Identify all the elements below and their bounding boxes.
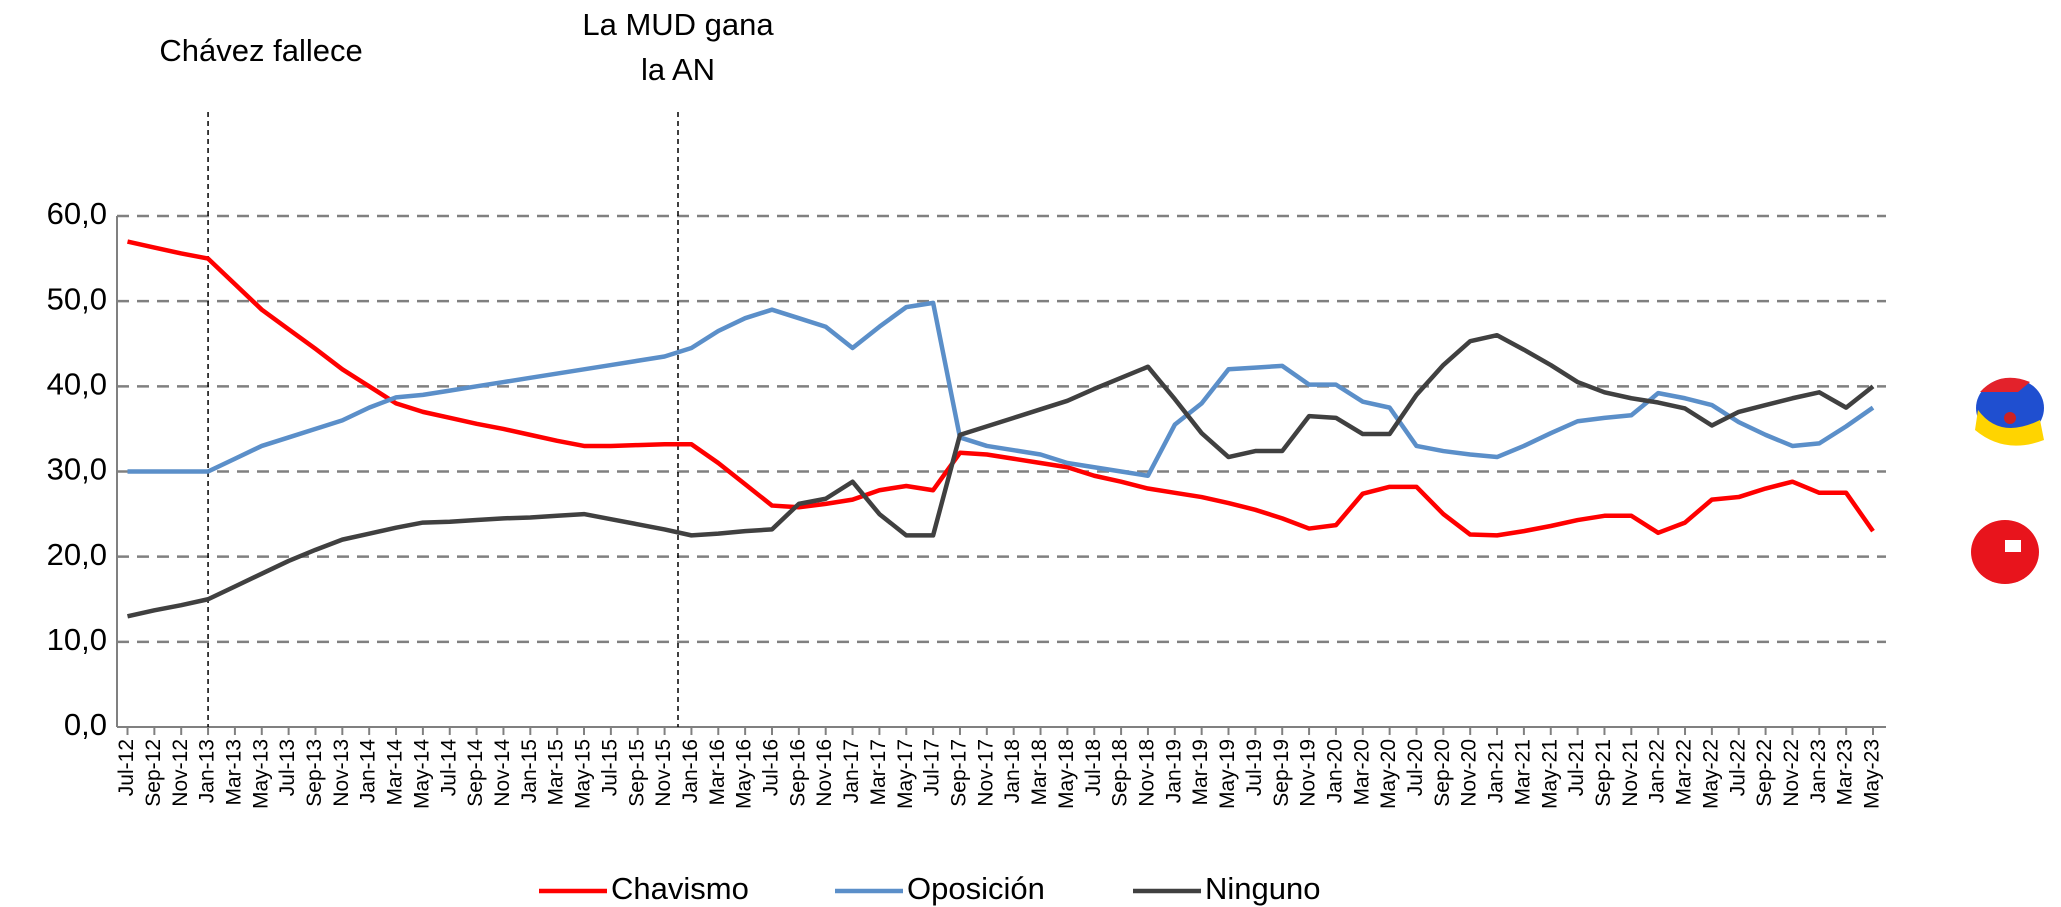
- x-tick-label: Sep-19: [1270, 739, 1293, 807]
- x-tick-label: Sep-17: [948, 739, 971, 807]
- x-tick-label: Sep-14: [464, 739, 487, 807]
- x-tick-label: Jul-17: [921, 739, 944, 796]
- x-tick-label: Jan-13: [196, 739, 219, 803]
- series-line: [127, 239, 1875, 538]
- y-tick-label: 20,0: [47, 537, 107, 572]
- x-tick-label: Sep-12: [142, 739, 165, 807]
- legend-label: Oposición: [907, 871, 1045, 906]
- x-tick-label: Mar-15: [545, 739, 568, 806]
- x-tick-label: Mar-17: [867, 739, 890, 806]
- x-tick-label: May-13: [249, 739, 272, 809]
- x-tick-label: Jan-22: [1646, 739, 1669, 803]
- x-tick-label: Mar-20: [1350, 739, 1373, 806]
- x-tick-label: May-19: [1216, 739, 1239, 809]
- x-tick-label: Mar-16: [706, 739, 729, 806]
- y-tick-label: 10,0: [47, 622, 107, 657]
- x-tick-label: May-22: [1699, 739, 1722, 809]
- x-tick-label: Jul-20: [1404, 739, 1427, 796]
- x-tick-label: Nov-16: [813, 739, 836, 807]
- series-line: [127, 332, 1875, 619]
- x-tick-label: Mar-19: [1189, 739, 1212, 806]
- x-tick-label: Jul-13: [276, 739, 299, 796]
- x-tick-label: May-21: [1538, 739, 1561, 809]
- x-tick-label: Nov-18: [1135, 739, 1158, 807]
- x-tick-label: Jul-16: [760, 739, 783, 796]
- x-tick-label: Jul-21: [1565, 739, 1588, 796]
- x-tick-label: Jan-17: [840, 739, 863, 803]
- x-tick-label: May-20: [1377, 739, 1400, 809]
- x-tick-label: Sep-18: [1109, 739, 1132, 807]
- x-tick-label: Sep-16: [786, 739, 809, 807]
- opposition-cap: [1975, 377, 2044, 446]
- x-tick-label: Jul-12: [115, 739, 138, 796]
- legend-label: Ninguno: [1205, 871, 1320, 906]
- x-tick-label: Jan-19: [1162, 739, 1185, 803]
- event-label: La MUD gana: [582, 7, 774, 42]
- x-tick-label: May-16: [733, 739, 756, 809]
- y-tick-label: 60,0: [47, 196, 107, 231]
- x-tick-label: Nov-20: [1458, 739, 1481, 807]
- event-label: la AN: [641, 52, 715, 87]
- x-tick-label: Mar-13: [222, 739, 245, 806]
- x-tick-label: Mar-14: [384, 739, 407, 806]
- x-tick-label: Jul-19: [1243, 739, 1266, 796]
- x-tick-label: Mar-18: [1028, 739, 1051, 806]
- x-tick-label: May-23: [1861, 739, 1884, 809]
- x-tick-label: Sep-15: [625, 739, 648, 807]
- x-tick-label: Jan-14: [357, 739, 380, 804]
- x-tick-label: Nov-17: [974, 739, 997, 807]
- x-tick-label: May-14: [410, 739, 433, 809]
- x-tick-label: Jul-15: [598, 739, 621, 796]
- x-tick-label: Jul-14: [437, 739, 460, 797]
- x-tick-label: Jul-22: [1726, 739, 1749, 796]
- x-tick-label: Sep-22: [1753, 739, 1776, 807]
- x-tick-label: Mar-21: [1511, 739, 1534, 806]
- x-tick-label: Nov-19: [1297, 739, 1320, 807]
- x-tick-label: Jan-15: [518, 739, 541, 803]
- x-tick-label: Jan-18: [1001, 739, 1024, 803]
- y-tick-label: 0,0: [64, 707, 107, 742]
- event-label: Chávez fallece: [159, 33, 362, 68]
- x-tick-label: Sep-21: [1592, 739, 1615, 807]
- x-tick-label: May-17: [894, 739, 917, 809]
- x-tick-label: Sep-13: [303, 739, 326, 807]
- x-tick-label: May-18: [1055, 739, 1078, 809]
- x-tick-label: Nov-22: [1780, 739, 1803, 807]
- y-tick-label: 40,0: [47, 367, 107, 402]
- x-tick-label: Jan-20: [1323, 739, 1346, 803]
- x-tick-label: Nov-13: [330, 739, 353, 807]
- series-line: [127, 300, 1875, 479]
- x-tick-label: Jan-23: [1807, 739, 1830, 803]
- x-tick-label: May-15: [572, 739, 595, 809]
- x-tick-label: Nov-15: [652, 739, 675, 807]
- x-tick-label: Nov-21: [1619, 739, 1642, 807]
- legend-label: Chavismo: [611, 871, 749, 906]
- x-tick-label: Sep-20: [1431, 739, 1454, 807]
- x-tick-label: Jul-18: [1082, 739, 1105, 796]
- x-tick-label: Nov-12: [169, 739, 192, 807]
- x-tick-label: Mar-22: [1673, 739, 1696, 806]
- x-tick-label: Jan-16: [679, 739, 702, 803]
- x-tick-label: Jan-21: [1485, 739, 1508, 803]
- chavismo-cap: [1971, 520, 2039, 584]
- y-tick-label: 30,0: [47, 452, 107, 487]
- x-tick-label: Nov-14: [491, 739, 514, 807]
- x-tick-label: Mar-23: [1834, 739, 1857, 806]
- y-tick-label: 50,0: [47, 281, 107, 316]
